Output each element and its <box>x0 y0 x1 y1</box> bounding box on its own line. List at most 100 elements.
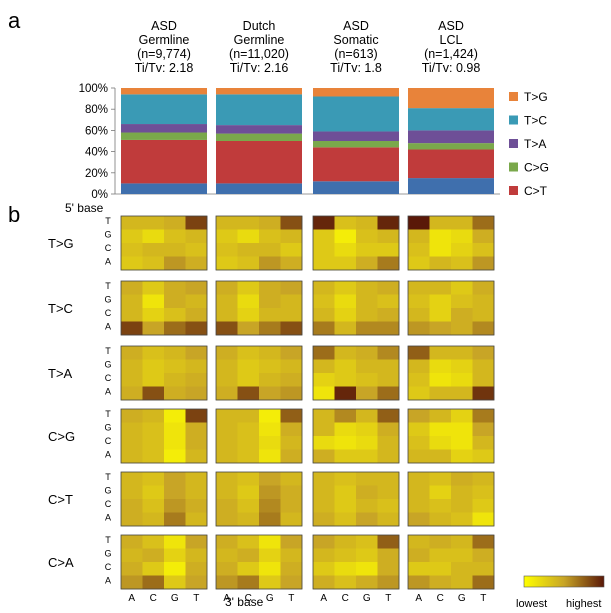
heatmap-cell <box>408 308 430 322</box>
heatmap-cell <box>164 281 186 295</box>
three-prime-base-label: A <box>128 593 135 604</box>
three-prime-base-label: T <box>480 593 486 604</box>
heatmap-cell <box>185 386 208 401</box>
heatmap-cell <box>142 229 165 244</box>
heatmap-cell <box>334 485 357 500</box>
heatmap-cell <box>280 575 303 590</box>
heatmap-cell <box>472 548 495 563</box>
heatmap-cell <box>356 216 378 230</box>
heatmap-cell <box>377 256 400 271</box>
heatmap-cell <box>280 548 303 563</box>
three-prime-base-label: T <box>288 593 294 604</box>
heatmap-cell <box>334 373 357 387</box>
heatmap-cell <box>472 373 495 387</box>
heatmap-grid: T>GTGCAT>CTGCAT>ATGCAC>GTGCAC>TTGCAC>ATG… <box>48 215 495 604</box>
heatmap-border <box>215 471 303 527</box>
heatmap-row-label: C>A <box>48 555 74 570</box>
heatmap-cell <box>313 422 335 437</box>
three-prime-base-label: G <box>171 593 179 604</box>
heatmap-cell <box>280 359 303 374</box>
legend-label: C>G <box>524 161 549 175</box>
heatmap-row-label: C>T <box>48 492 73 507</box>
heatmap-cell <box>164 548 186 563</box>
heatmap-cell <box>472 294 495 309</box>
heatmap-cell <box>334 409 357 423</box>
heatmap-cell <box>164 409 186 423</box>
heatmap-cell <box>121 321 143 336</box>
heatmap-cell <box>313 321 335 336</box>
heatmap-cell <box>472 562 495 576</box>
heat-scale-bar <box>523 575 605 588</box>
group-header-name: ASD <box>438 19 464 33</box>
heatmap-cell <box>472 216 495 230</box>
heatmap-cell <box>259 359 281 374</box>
heatmap-cell <box>356 229 378 244</box>
heatmap-border <box>120 280 208 336</box>
heatmap-cell <box>237 562 260 576</box>
heatmap-cell <box>121 436 143 450</box>
heatmap-cell <box>356 243 378 257</box>
heatmap-cell <box>164 359 186 374</box>
heatmap-cell <box>142 294 165 309</box>
heatmap-cell <box>472 359 495 374</box>
group-header-subtitle: Germline <box>234 33 285 47</box>
heatmap-cell <box>334 472 357 486</box>
three-prime-base-label: C <box>150 593 157 604</box>
heatmap-cell <box>185 512 208 527</box>
heatmap-cell <box>237 499 260 513</box>
heatmap-cell <box>451 308 473 322</box>
heatmap-cell <box>280 535 303 549</box>
heatmap-cell <box>121 472 143 486</box>
heatmap-cell <box>216 346 238 360</box>
heatmap-cell <box>259 562 281 576</box>
heatmap-cell <box>408 535 430 549</box>
heatmap-cell <box>451 294 473 309</box>
heatmap-cell <box>164 562 186 576</box>
heatmap-cell <box>377 346 400 360</box>
heatmap-cell <box>313 346 335 360</box>
heatmap-cell <box>356 409 378 423</box>
heatmap-cell <box>121 281 143 295</box>
heatmap-row-label: T>A <box>48 366 73 381</box>
heatmap-cell <box>377 281 400 295</box>
heatmap-cell <box>216 229 238 244</box>
heatmap-cell <box>313 281 335 295</box>
five-prime-base-label: C <box>105 243 112 253</box>
heatmap-cell <box>216 373 238 387</box>
heatmap-cell <box>164 256 186 271</box>
heatmap-cell <box>377 562 400 576</box>
five-prime-base-label: G <box>104 295 111 305</box>
bar-segment <box>121 124 207 133</box>
heatmap-cell <box>121 346 143 360</box>
heatmap-cell <box>313 359 335 374</box>
bar-segment <box>121 183 207 194</box>
heatmap-cell <box>216 472 238 486</box>
heatmap-cell <box>408 216 430 230</box>
heatmap-cell <box>280 373 303 387</box>
heatmap-cell <box>472 346 495 360</box>
heatmap-cell <box>313 229 335 244</box>
heatmap-cell <box>185 449 208 464</box>
group-header-titv: Ti/Tv: 2.16 <box>230 61 289 75</box>
heatmap-cell <box>185 321 208 336</box>
heatmap-cell <box>356 386 378 401</box>
bar-segment <box>121 132 207 140</box>
heatmap-cell <box>429 256 452 271</box>
heatmap-cell <box>237 346 260 360</box>
three-prime-title: 3' base <box>225 595 264 609</box>
heatmap-cell <box>356 548 378 563</box>
heatmap-border <box>120 534 208 590</box>
heatmap-cell <box>429 472 452 486</box>
heatmap-cell <box>237 373 260 387</box>
heatmap-cell <box>429 308 452 322</box>
heatmap-cell <box>472 281 495 295</box>
heatmap-cell <box>356 346 378 360</box>
heatmap-cell <box>185 422 208 437</box>
heatmap-cell <box>164 485 186 500</box>
heatmap-cell <box>142 512 165 527</box>
heatmap-cell <box>121 216 143 230</box>
heatmap-cell <box>259 499 281 513</box>
heatmap-cell <box>472 409 495 423</box>
heatmap-cell <box>377 472 400 486</box>
heatmap-cell <box>408 359 430 374</box>
